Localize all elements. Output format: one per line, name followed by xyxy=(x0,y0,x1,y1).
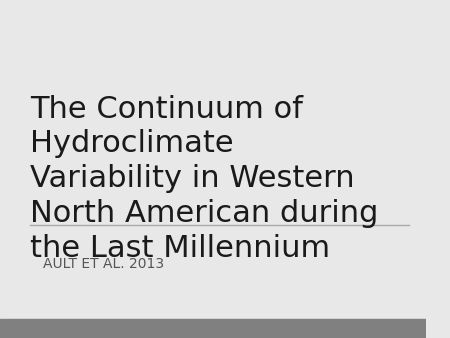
Text: AULT ET AL. 2013: AULT ET AL. 2013 xyxy=(43,257,164,271)
Bar xyxy=(0,319,426,338)
Text: The Continuum of
Hydroclimate
Variability in Western
North American during
the L: The Continuum of Hydroclimate Variabilit… xyxy=(30,95,378,263)
